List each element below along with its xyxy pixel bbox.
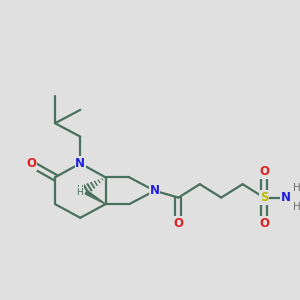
Text: H: H: [76, 188, 83, 197]
Text: O: O: [259, 217, 269, 230]
Text: O: O: [173, 217, 183, 230]
Text: H: H: [293, 183, 300, 193]
Text: N: N: [280, 191, 290, 204]
Text: H: H: [76, 185, 83, 194]
Text: S: S: [260, 191, 268, 204]
Text: O: O: [259, 165, 269, 178]
Text: N: N: [150, 184, 160, 197]
Text: H: H: [293, 202, 300, 212]
Text: N: N: [75, 157, 85, 170]
Polygon shape: [85, 190, 106, 204]
Text: O: O: [26, 158, 36, 170]
